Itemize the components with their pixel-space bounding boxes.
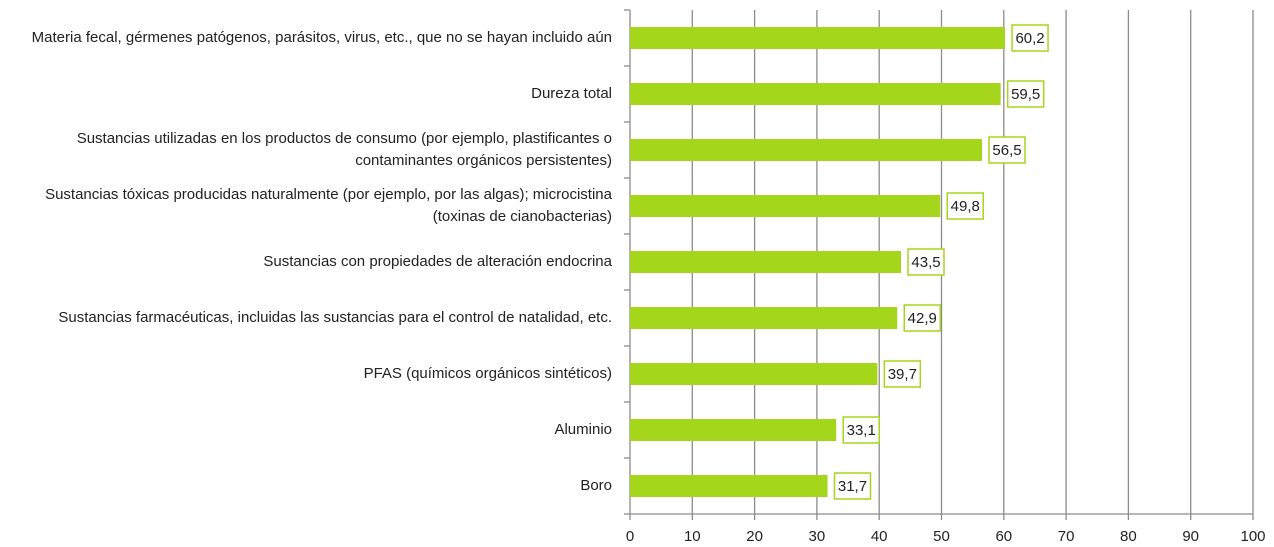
y-tick-label: PFAS (químicos orgánicos sintéticos) — [363, 365, 612, 382]
x-tick-label: 30 — [809, 528, 826, 545]
bar — [630, 419, 837, 441]
x-tick-label: 70 — [1058, 528, 1075, 545]
value-label: 56,5 — [992, 142, 1021, 159]
y-tick-label: Dureza total — [531, 85, 612, 102]
value-label-box — [903, 304, 942, 332]
value-label: 60,2 — [1015, 30, 1044, 47]
bar — [630, 307, 898, 329]
bar — [630, 27, 1006, 49]
value-label: 33,1 — [847, 422, 876, 439]
x-tick-label: 80 — [1120, 528, 1137, 545]
bar — [630, 139, 982, 161]
x-tick-label: 90 — [1182, 528, 1199, 545]
bar — [630, 83, 1001, 105]
x-tick-label: 50 — [933, 528, 950, 545]
y-tick-label: Sustancias farmacéuticas, incluidas las … — [58, 309, 612, 326]
bar — [630, 251, 902, 273]
value-label-box — [842, 416, 880, 444]
x-tick-label: 100 — [1240, 528, 1265, 545]
y-tick-label: Aluminio — [554, 421, 612, 438]
y-tick-label: Boro — [580, 477, 612, 494]
x-tick-label: 40 — [871, 528, 888, 545]
value-label-box — [988, 136, 1026, 164]
bar — [630, 195, 941, 217]
bar — [630, 475, 828, 497]
value-label: 39,7 — [888, 366, 917, 383]
x-tick-label: 10 — [684, 528, 701, 545]
value-label-box — [833, 472, 872, 500]
x-tick-label: 0 — [626, 528, 634, 545]
y-tick-label: Sustancias utilizadas en los productos d… — [76, 130, 612, 169]
y-tick-label: Materia fecal, gérmenes patógenos, parás… — [31, 29, 612, 46]
x-tick-label: 60 — [995, 528, 1012, 545]
x-tick-label: 20 — [746, 528, 763, 545]
value-label-box — [946, 192, 985, 220]
bar — [630, 363, 878, 385]
value-label: 31,7 — [838, 478, 867, 495]
value-label-box — [883, 360, 922, 388]
value-label: 42,9 — [908, 310, 937, 327]
y-tick-label: Sustancias tóxicas producidas naturalmen… — [45, 186, 612, 225]
value-label-box — [907, 248, 945, 276]
y-tick-label: Sustancias con propiedades de alteración… — [263, 253, 612, 270]
value-label: 49,8 — [951, 198, 980, 215]
value-label: 59,5 — [1011, 86, 1040, 103]
value-label-box — [1006, 80, 1045, 108]
value-label: 43,5 — [911, 254, 940, 271]
value-label-box — [1011, 24, 1049, 52]
